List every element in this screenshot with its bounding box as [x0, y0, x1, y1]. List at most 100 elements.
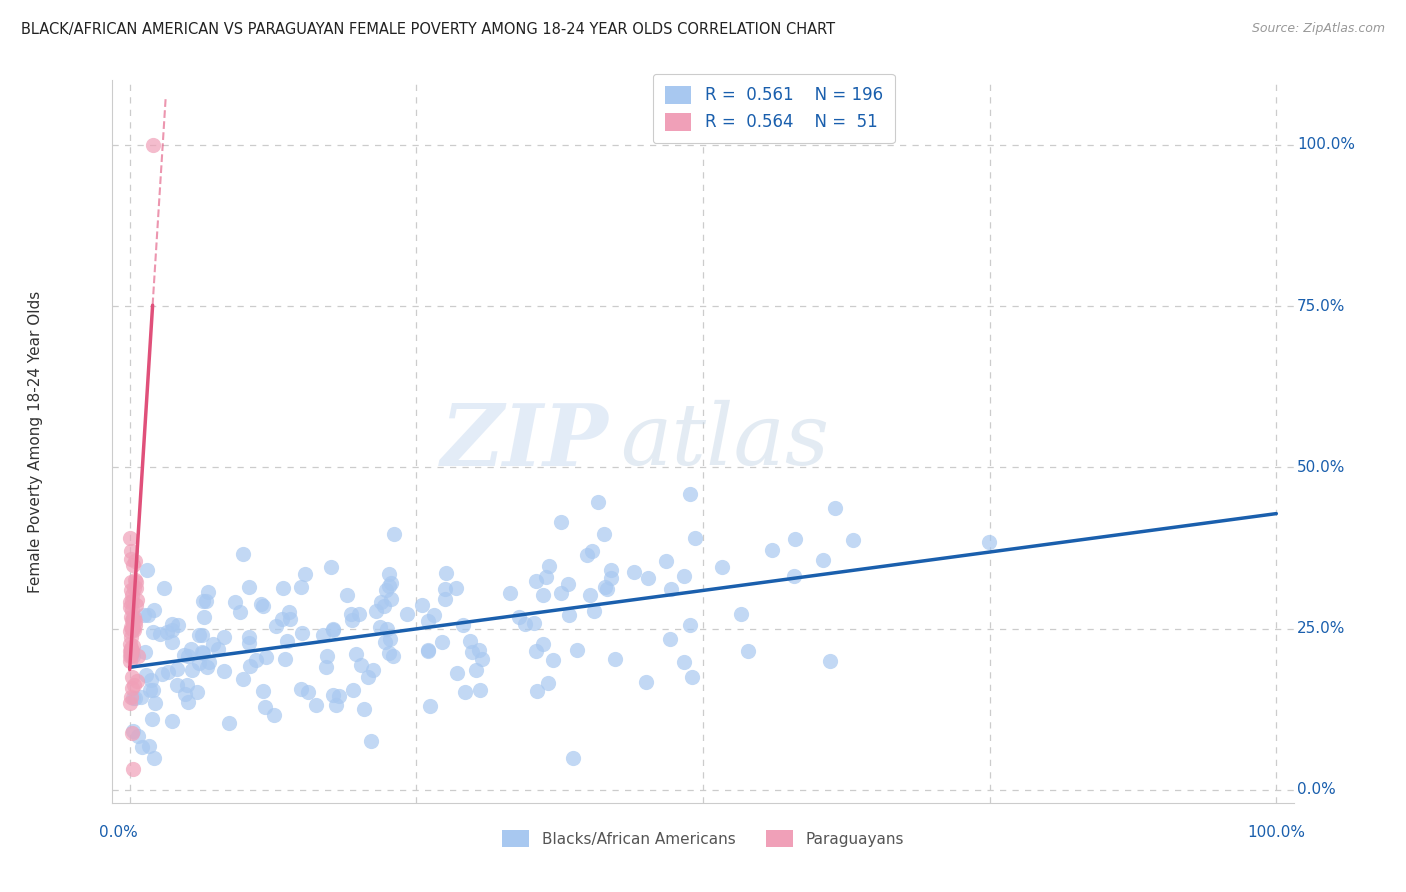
Point	[737, 644, 759, 658]
Point	[195, 594, 218, 608]
Point	[419, 699, 441, 714]
Point	[290, 580, 312, 594]
Point	[294, 566, 316, 581]
Point	[120, 624, 142, 639]
Point	[411, 598, 433, 612]
Point	[118, 637, 141, 651]
Point	[134, 607, 156, 622]
Point	[340, 614, 363, 628]
Point	[214, 631, 236, 645]
Point	[315, 660, 337, 674]
Point	[118, 654, 141, 668]
Point	[125, 582, 148, 596]
Point	[374, 583, 396, 598]
Point	[152, 667, 174, 681]
Point	[576, 548, 599, 562]
Point	[595, 580, 617, 594]
Point	[138, 739, 160, 753]
Point	[465, 663, 488, 677]
Point	[328, 689, 350, 703]
Point	[322, 622, 344, 636]
Point	[353, 701, 375, 715]
Point	[673, 569, 696, 583]
Point	[238, 630, 260, 644]
Point	[143, 603, 166, 617]
Point	[120, 620, 142, 634]
Point	[271, 612, 294, 626]
Point	[325, 698, 347, 712]
Point	[121, 649, 143, 664]
Point	[377, 646, 399, 660]
Point	[149, 626, 172, 640]
Point	[470, 683, 492, 698]
Text: 50.0%: 50.0%	[1296, 460, 1346, 475]
Text: 100.0%: 100.0%	[1247, 825, 1305, 840]
Point	[191, 646, 214, 660]
Point	[124, 624, 146, 638]
Point	[526, 684, 548, 698]
Point	[278, 605, 301, 619]
Point	[191, 644, 214, 658]
Point	[176, 678, 198, 692]
Point	[197, 584, 219, 599]
Point	[127, 648, 149, 663]
Point	[120, 648, 142, 662]
Point	[311, 628, 333, 642]
Point	[250, 597, 273, 611]
Point	[142, 683, 165, 698]
Point	[349, 607, 371, 622]
Point	[120, 645, 142, 659]
Point	[550, 586, 572, 600]
Point	[595, 582, 617, 596]
Point	[681, 670, 703, 684]
Point	[121, 681, 143, 695]
Text: Female Poverty Among 18-24 Year Olds: Female Poverty Among 18-24 Year Olds	[28, 291, 44, 592]
Point	[187, 628, 209, 642]
Point	[342, 683, 364, 698]
Point	[162, 616, 184, 631]
Point	[167, 617, 190, 632]
Point	[422, 607, 444, 622]
Point	[537, 558, 560, 573]
Point	[382, 526, 405, 541]
Point	[461, 645, 484, 659]
Point	[121, 613, 143, 627]
Point	[842, 533, 865, 548]
Point	[186, 685, 208, 699]
Point	[176, 649, 198, 664]
Point	[166, 662, 188, 676]
Point	[471, 651, 494, 665]
Point	[637, 571, 659, 585]
Point	[162, 714, 184, 728]
Point	[124, 599, 146, 613]
Point	[218, 716, 240, 731]
Point	[124, 573, 146, 587]
Point	[120, 648, 142, 663]
Point	[202, 636, 225, 650]
Point	[121, 603, 143, 617]
Point	[121, 613, 143, 627]
Point	[120, 690, 142, 705]
Point	[785, 532, 807, 546]
Point	[122, 581, 145, 595]
Point	[550, 515, 572, 529]
Point	[377, 579, 399, 593]
Point	[238, 580, 260, 594]
Point	[121, 622, 143, 636]
Point	[252, 599, 274, 613]
Point	[232, 673, 254, 687]
Point	[513, 616, 536, 631]
Point	[263, 708, 285, 723]
Point	[305, 698, 328, 712]
Point	[131, 739, 153, 754]
Point	[143, 750, 166, 764]
Point	[173, 648, 195, 662]
Point	[454, 684, 477, 698]
Point	[122, 691, 145, 706]
Point	[592, 527, 614, 541]
Point	[195, 660, 218, 674]
Point	[582, 604, 605, 618]
Point	[124, 691, 146, 706]
Point	[561, 750, 583, 764]
Point	[636, 675, 658, 690]
